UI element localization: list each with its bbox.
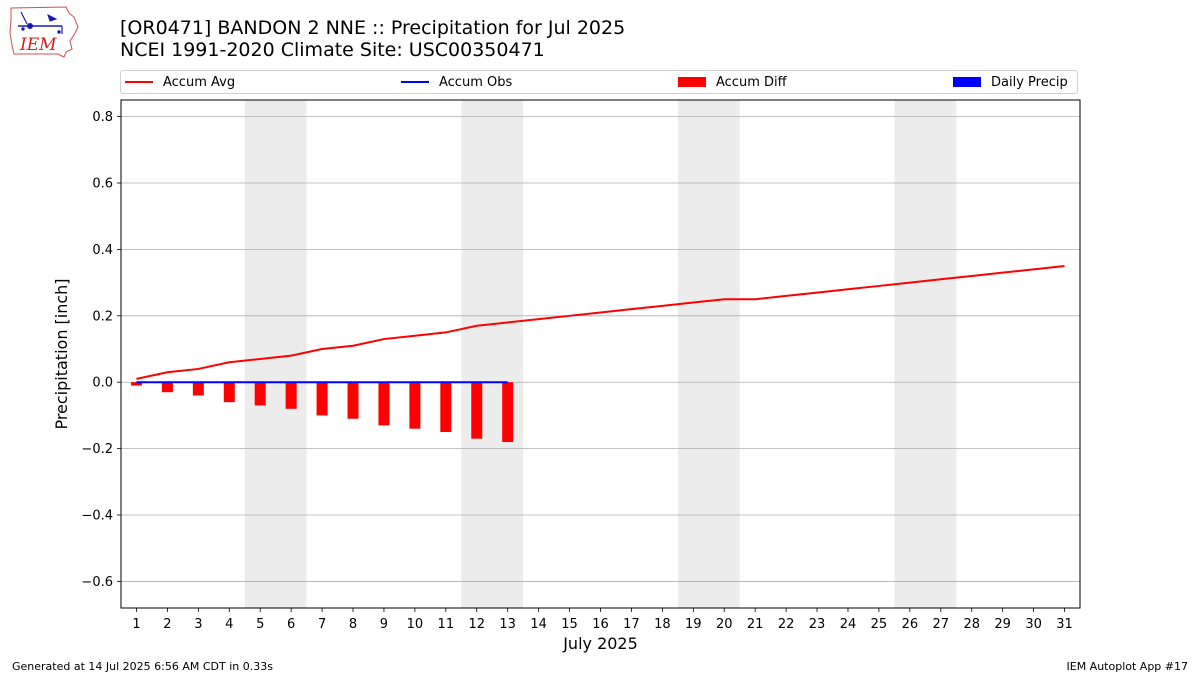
- bar-accum-diff: [378, 382, 390, 426]
- bar-accum-diff: [347, 382, 359, 419]
- x-tick-label: 25: [871, 617, 888, 632]
- x-tick-label: 14: [530, 617, 547, 632]
- x-tick-label: 30: [1025, 617, 1042, 632]
- chart-subtitle: NCEI 1991-2020 Climate Site: USC00350471: [120, 39, 545, 61]
- legend-item-accum-avg: Accum Avg: [125, 71, 235, 93]
- bar-accum-diff: [254, 382, 266, 406]
- chart-legend: Accum Avg Accum Obs Accum Diff Daily Pre…: [120, 70, 1078, 94]
- bar-accum-diff: [192, 382, 204, 396]
- legend-swatch-daily-precip: [953, 77, 981, 87]
- y-tick-label: 0.8: [92, 110, 113, 125]
- legend-label-daily-precip: Daily Precip: [991, 74, 1068, 90]
- x-tick-label: 4: [225, 617, 233, 632]
- legend-item-accum-obs: Accum Obs: [401, 71, 512, 93]
- bar-accum-diff: [223, 382, 235, 403]
- y-tick-label: −0.4: [81, 509, 113, 524]
- x-tick-label: 15: [561, 617, 578, 632]
- line-accum-avg: [136, 265, 1065, 380]
- x-tick-label: 31: [1056, 617, 1073, 632]
- legend-swatch-accum-obs: [401, 81, 429, 83]
- x-tick-label: 24: [840, 617, 857, 632]
- footer-generated-text: Generated at 14 Jul 2025 6:56 AM CDT in …: [12, 660, 273, 673]
- weekend-band: [677, 100, 740, 608]
- x-tick-label: 8: [349, 617, 357, 632]
- x-tick-label: 7: [318, 617, 326, 632]
- x-tick-label: 2: [163, 617, 171, 632]
- bar-accum-diff: [285, 382, 297, 409]
- logo-text: IEM: [19, 35, 57, 55]
- x-tick-label: 23: [809, 617, 826, 632]
- x-tick-label: 22: [778, 617, 795, 632]
- precipitation-chart: −0.6−0.4−0.20.00.20.40.60.81 2 3 4 5 6 7 8 9 10 11…: [52, 99, 1081, 653]
- x-tick-label: 21: [747, 617, 764, 632]
- legend-item-accum-diff: Accum Diff: [678, 71, 787, 93]
- footer-app-text: IEM Autoplot App #17: [1066, 660, 1189, 673]
- y-axis-label: Precipitation [inch]: [52, 278, 71, 429]
- x-tick-label: 17: [623, 617, 640, 632]
- legend-label-accum-diff: Accum Diff: [716, 74, 787, 90]
- y-tick-label: 0.0: [92, 376, 113, 391]
- x-tick-label: 18: [654, 617, 671, 632]
- bar-accum-diff: [409, 382, 421, 429]
- x-tick-label: 10: [407, 617, 424, 632]
- y-tick-label: −0.2: [81, 442, 113, 457]
- legend-swatch-accum-avg: [125, 81, 153, 83]
- bar-accum-diff: [130, 382, 142, 386]
- bar-accum-diff: [502, 382, 514, 442]
- plot-frame: [120, 99, 1081, 609]
- weekend-band: [461, 100, 524, 608]
- weekend-band: [894, 100, 957, 608]
- x-tick-label: 6: [287, 617, 295, 632]
- bar-accum-diff: [471, 382, 483, 439]
- iowa-state-outline: [9, 6, 79, 58]
- x-tick-label: 13: [499, 617, 516, 632]
- y-tick-label: −0.6: [81, 575, 113, 590]
- iem-logo: IEM: [9, 6, 79, 58]
- weather-station-icon: [18, 11, 63, 34]
- x-tick-label: 20: [716, 617, 733, 632]
- bar-accum-diff: [316, 382, 328, 416]
- chart-title: [OR0471] BANDON 2 NNE :: Precipitation f…: [120, 17, 626, 39]
- x-tick-label: 11: [438, 617, 455, 632]
- legend-item-daily-precip: Daily Precip: [953, 71, 1068, 93]
- x-tick-label: 9: [380, 617, 388, 632]
- x-tick-label: 12: [468, 617, 485, 632]
- bar-accum-diff: [161, 382, 173, 393]
- x-tick-label: 3: [194, 617, 202, 632]
- legend-swatch-accum-diff: [678, 77, 706, 87]
- x-tick-label: 16: [592, 617, 609, 632]
- bar-accum-diff: [440, 382, 452, 433]
- x-tick-label: 28: [963, 617, 980, 632]
- x-tick-label: 19: [685, 617, 702, 632]
- legend-label-accum-avg: Accum Avg: [163, 74, 236, 90]
- x-tick-label: 26: [902, 617, 919, 632]
- x-tick-label: 5: [256, 617, 264, 632]
- y-tick-label: 0.6: [92, 177, 113, 192]
- x-tick-label: 29: [994, 617, 1011, 632]
- legend-label-accum-obs: Accum Obs: [439, 74, 513, 90]
- x-axis-label: July 2025: [562, 634, 638, 653]
- x-tick-label: 27: [933, 617, 950, 632]
- y-tick-label: 0.4: [92, 243, 113, 258]
- x-tick-label: 1: [132, 617, 140, 632]
- y-tick-label: 0.2: [92, 309, 113, 324]
